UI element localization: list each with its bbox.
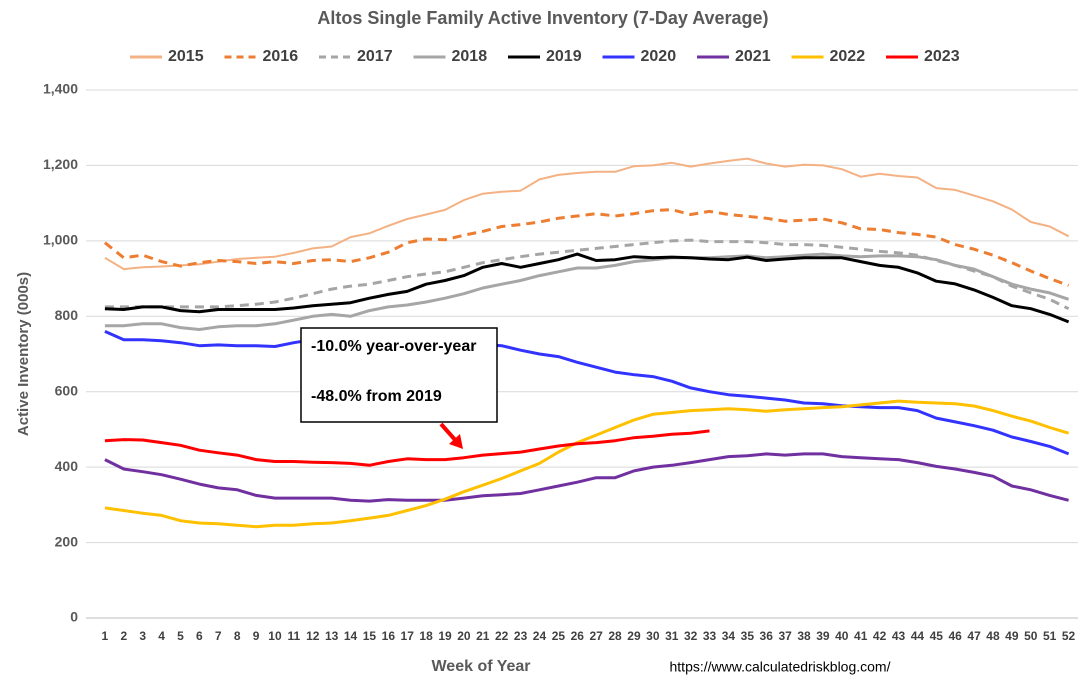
y-tick-label: 800	[55, 307, 79, 323]
x-tick-label: 51	[1043, 629, 1057, 643]
legend-label: 2015	[168, 48, 204, 65]
legend-label: 2018	[452, 48, 488, 65]
x-tick-label: 46	[949, 629, 963, 643]
y-axis-label: Active Inventory (000s)	[15, 272, 32, 436]
x-tick-label: 28	[608, 629, 622, 643]
annotation: -48.0% from 2019	[311, 388, 442, 405]
x-tick-label: 9	[253, 629, 260, 643]
legend-label: 2020	[641, 48, 677, 65]
y-tick-label: 200	[55, 533, 79, 549]
x-tick-label: 23	[514, 629, 528, 643]
x-tick-label: 39	[816, 629, 830, 643]
series-line	[104, 252, 1070, 331]
x-tick-label: 26	[571, 629, 585, 643]
annotation-box	[300, 327, 498, 423]
x-tick-label: 21	[476, 629, 490, 643]
x-tick-label: 24	[533, 629, 547, 643]
x-tick-label: 52	[1062, 629, 1076, 643]
x-tick-label: 40	[835, 629, 849, 643]
x-tick-label: 8	[234, 629, 241, 643]
series-line	[104, 252, 1070, 324]
y-tick-label: 1,000	[43, 232, 78, 248]
x-tick-label: 7	[215, 629, 222, 643]
legend-label: 2023	[924, 48, 960, 65]
legend-label: 2016	[263, 48, 299, 65]
x-tick-label: 31	[665, 629, 679, 643]
x-tick-label: 48	[986, 629, 1000, 643]
x-tick-label: 42	[873, 629, 887, 643]
series-line	[103, 208, 1070, 287]
series-line	[104, 330, 1070, 456]
legend-label: 2022	[830, 48, 866, 65]
x-tick-label: 29	[627, 629, 641, 643]
x-tick-label: 32	[684, 629, 698, 643]
y-tick-label: 600	[55, 382, 79, 398]
x-tick-label: 14	[344, 629, 358, 643]
x-tick-label: 25	[552, 629, 566, 643]
x-tick-label: 5	[177, 629, 184, 643]
legend-label: 2019	[546, 48, 582, 65]
x-tick-label: 50	[1024, 629, 1038, 643]
y-tick-label: 1,200	[43, 156, 78, 172]
series-line	[104, 429, 710, 467]
y-tick-label: 400	[55, 458, 79, 474]
series-line	[104, 157, 1070, 271]
x-tick-label: 30	[646, 629, 660, 643]
source: https://www.calculatedriskblog.com/	[670, 659, 891, 675]
x-tick-label: 38	[797, 629, 811, 643]
x-tick-label: 37	[778, 629, 792, 643]
x-tick-label: 17	[401, 629, 415, 643]
x-tick-label: 33	[703, 629, 717, 643]
x-tick-label: 4	[158, 629, 165, 643]
x-tick-label: 43	[892, 629, 906, 643]
x-tick-label: 34	[722, 629, 736, 643]
series-line	[104, 238, 1070, 311]
x-tick-label: 45	[930, 629, 944, 643]
y-tick-label: 1,400	[43, 81, 78, 97]
x-tick-label: 35	[741, 629, 755, 643]
x-tick-label: 15	[363, 629, 377, 643]
x-tick-label: 18	[419, 629, 433, 643]
annotation: -10.0% year-over-year	[311, 338, 476, 355]
x-tick-label: 47	[967, 629, 981, 643]
series-line	[104, 452, 1069, 503]
x-tick-label: 36	[760, 629, 774, 643]
series-line	[104, 399, 1070, 529]
y-tick-label: 0	[70, 609, 78, 625]
x-tick-label: 22	[495, 629, 509, 643]
x-tick-label: 19	[438, 629, 452, 643]
legend-label: 2017	[357, 48, 393, 65]
legend-label: 2021	[735, 48, 771, 65]
annotation-arrow	[439, 422, 463, 449]
x-tick-label: 6	[196, 629, 203, 643]
x-tick-label: 16	[382, 629, 396, 643]
x-tick-label: 12	[306, 629, 320, 643]
x-axis-label: Week of Year	[431, 658, 530, 675]
x-tick-label: 1	[102, 629, 109, 643]
x-tick-label: 27	[589, 629, 603, 643]
chart-title: Altos Single Family Active Inventory (7-…	[317, 8, 768, 28]
x-tick-label: 49	[1005, 629, 1019, 643]
x-tick-label: 10	[268, 629, 282, 643]
x-tick-label: 20	[457, 629, 471, 643]
x-tick-label: 11	[288, 629, 301, 643]
x-tick-label: 2	[120, 629, 127, 643]
x-tick-label: 3	[139, 629, 146, 643]
x-tick-label: 13	[325, 629, 339, 643]
x-tick-label: 41	[854, 629, 868, 643]
x-tick-label: 44	[911, 629, 925, 643]
